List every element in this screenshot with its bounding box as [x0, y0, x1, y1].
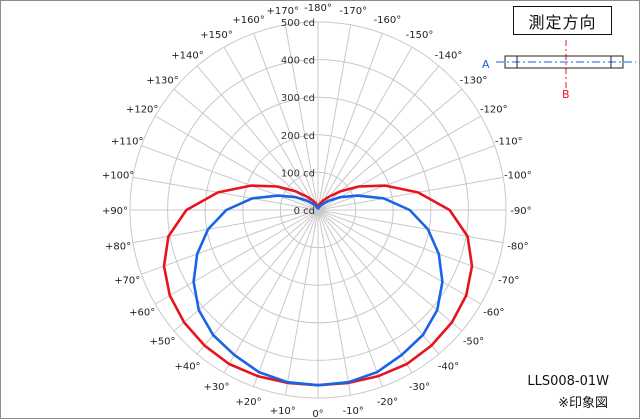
angle-tick-label: +10° — [270, 406, 296, 417]
angle-tick-label: +140° — [171, 50, 203, 61]
angle-tick-label: -150° — [406, 30, 434, 41]
measurement-diagram: A B — [482, 40, 636, 101]
grid-spoke — [317, 209, 413, 374]
grid-spoke — [196, 65, 319, 211]
angle-tick-label: 0° — [312, 409, 323, 419]
diagram-label-b: B — [562, 88, 570, 101]
grid-spoke — [223, 46, 319, 211]
radial-tick-label: 400 cd — [281, 56, 315, 67]
grid-spoke — [317, 209, 440, 355]
angle-tick-label: +40° — [174, 362, 200, 373]
angle-tick-label: +110° — [111, 137, 143, 148]
angle-tick-label: +130° — [146, 76, 178, 87]
lamp-cap-left — [504, 55, 518, 69]
radial-tick-label: 200 cd — [281, 131, 315, 142]
angle-tick-label: -110° — [495, 137, 523, 148]
angle-tick-label: -140° — [435, 50, 463, 61]
grid-spoke — [317, 115, 482, 211]
radial-tick-label: 100 cd — [281, 168, 315, 179]
angle-tick-label: -40° — [438, 362, 459, 373]
grid-spoke — [154, 115, 319, 211]
grid-spoke — [253, 209, 319, 387]
angle-tick-label: +170° — [267, 6, 299, 17]
angle-tick-label: +150° — [200, 30, 232, 41]
diagram-label-a: A — [482, 58, 490, 71]
angle-tick-label: +20° — [236, 397, 262, 408]
grid-spoke — [317, 145, 495, 211]
model-number: LLS008-01W — [527, 374, 609, 389]
angle-tick-label: -160° — [374, 15, 402, 26]
angle-tick-labels: -180° -170° -160° -150°-140° -130° -120° -110°… — [102, 3, 532, 419]
angle-tick-label: -170° — [339, 6, 367, 17]
angle-tick-label: +100° — [102, 171, 134, 182]
angle-tick-label: +80° — [105, 241, 131, 252]
angle-tick-label: -50° — [463, 336, 484, 347]
radial-tick-label: 0 cd — [294, 206, 315, 217]
grid-spoke — [317, 209, 504, 244]
grid-spoke — [132, 176, 319, 211]
angle-tick-label: +60° — [129, 308, 155, 319]
radial-tick-label: 500 cd — [281, 18, 315, 29]
grid-spoke — [317, 209, 383, 387]
angle-tick-label: +50° — [149, 336, 175, 347]
grid-spoke — [132, 209, 319, 244]
grid-spoke — [141, 145, 319, 211]
grid-spoke — [317, 209, 495, 275]
angle-tick-label: -130° — [460, 76, 488, 87]
angle-tick-label: -100° — [504, 171, 532, 182]
radial-tick-labels: 0 cd 100 cd 200 cd 300 cd 400 cd 500 cd — [281, 18, 315, 217]
grid-spoke — [284, 24, 319, 211]
angle-tick-label: +90° — [102, 206, 128, 217]
angle-tick-label: -120° — [480, 105, 508, 116]
grid-spoke — [284, 209, 319, 396]
grid-spoke — [196, 209, 319, 355]
lamp-cap-right — [610, 55, 624, 69]
angle-tick-label: -60° — [483, 308, 504, 319]
angle-tick-label: -70° — [498, 275, 519, 286]
measurement-direction-title: 測定方向 — [513, 6, 612, 35]
series-layer — [162, 184, 474, 387]
angle-tick-label: -20° — [377, 397, 398, 408]
grid-spoke — [141, 209, 319, 275]
grid-spoke — [317, 209, 482, 305]
image-note: ※印象図 — [558, 396, 608, 411]
angle-tick-label: +70° — [114, 275, 140, 286]
angle-tick-label: -80° — [507, 241, 528, 252]
grid-spoke — [317, 176, 504, 211]
angle-tick-label: -10° — [343, 406, 364, 417]
grid-spoke — [317, 46, 413, 211]
grid-spoke — [317, 24, 352, 211]
angle-tick-label: +120° — [126, 105, 158, 116]
grid-spoke — [154, 209, 319, 305]
angle-tick-label: +30° — [203, 382, 229, 393]
grid-spoke — [317, 209, 352, 396]
angle-tick-label: -180° — [304, 3, 332, 14]
radial-tick-label: 300 cd — [281, 93, 315, 104]
angle-tick-label: -30° — [409, 382, 430, 393]
grid-spoke — [223, 209, 319, 374]
grid-spoke — [317, 33, 383, 211]
series-line-b — [192, 194, 444, 387]
grid-spoke — [253, 33, 319, 211]
grid-spoke — [317, 65, 440, 211]
angle-tick-label: +160° — [232, 15, 264, 26]
angle-tick-label: -90° — [510, 206, 531, 217]
